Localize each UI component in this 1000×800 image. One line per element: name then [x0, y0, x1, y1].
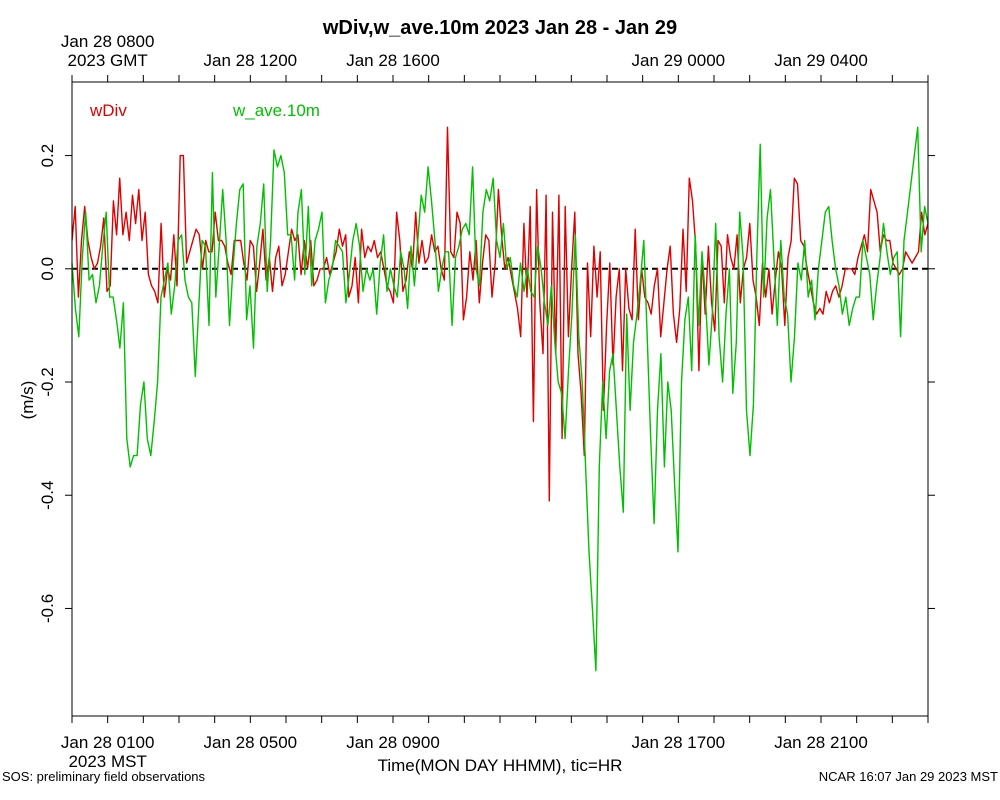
y-tick-label: -0.2	[38, 367, 57, 396]
y-tick-label: -0.4	[38, 481, 57, 510]
x-tick-label-bottom: 2023 MST	[68, 752, 146, 771]
chart-title: wDiv,w_ave.10m 2023 Jan 28 - Jan 29	[322, 17, 677, 39]
series-line-1	[71, 126, 929, 672]
x-tick-label-top: Jan 29 0400	[774, 51, 868, 70]
y-axis-label: (m/s)	[18, 381, 37, 420]
y-tick-label: -0.6	[38, 594, 57, 623]
legend-entry-0: wDiv	[89, 101, 127, 120]
x-tick-label-bottom: Jan 28 0900	[346, 733, 440, 752]
x-tick-label-bottom: Jan 28 2100	[774, 733, 868, 752]
footer-right-note: NCAR 16:07 Jan 29 2023 MST	[818, 769, 998, 784]
plot-frame	[71, 81, 929, 717]
legend-entry-1: w_ave.10m	[232, 101, 320, 120]
x-axis-label: Time(MON DAY HHMM), tic=HR	[378, 756, 623, 775]
x-tick-label-top: Jan 28 1600	[346, 51, 440, 70]
y-tick-label: 0.0	[38, 257, 57, 281]
x-tick-label-bottom: Jan 28 0500	[204, 733, 298, 752]
x-tick-label-top: 2023 GMT	[68, 51, 148, 70]
x-tick-label-bottom: Jan 28 1700	[632, 733, 726, 752]
footer-left-note: SOS: preliminary field observations	[2, 769, 206, 784]
x-tick-label-bottom: Jan 28 0100	[61, 733, 155, 752]
series-line-0	[71, 126, 929, 502]
x-tick-label-top: Jan 29 0000	[632, 51, 726, 70]
legend: wDiv w_ave.10m	[89, 101, 320, 120]
y-tick-label: 0.2	[38, 144, 57, 168]
x-tick-label-top: Jan 28 1200	[204, 51, 298, 70]
plot-area	[71, 126, 929, 672]
x-tick-label-top: Jan 28 0800	[61, 32, 155, 51]
